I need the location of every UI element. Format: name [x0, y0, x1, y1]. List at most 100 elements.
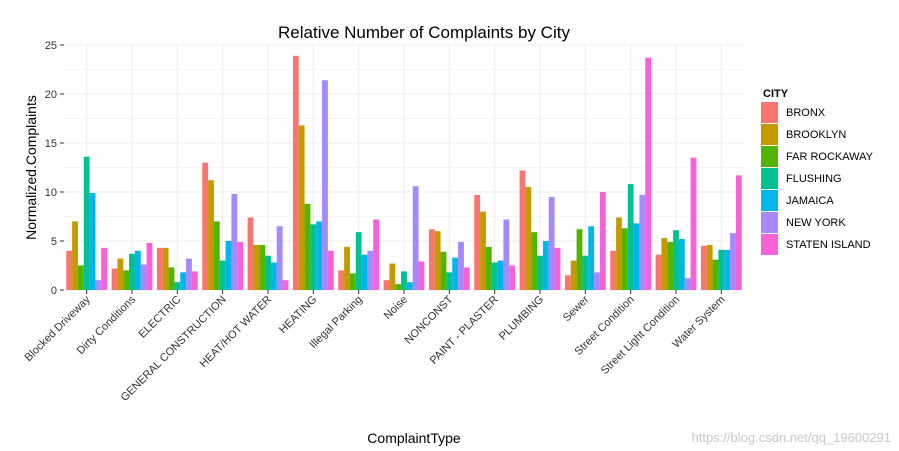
legend-label: JAMAICA [786, 195, 834, 207]
bar-staten-island [327, 250, 334, 290]
bar-brooklyn [434, 231, 441, 290]
bar-flushing [491, 262, 498, 290]
bar-far-rockaway [485, 246, 492, 290]
bar-jamaica [180, 272, 187, 290]
bar-bronx [700, 245, 707, 290]
y-tick-label: 10 [45, 187, 57, 199]
bar-flushing [446, 272, 453, 290]
legend-key [761, 102, 778, 123]
legend-label: FAR ROCKAWAY [786, 151, 874, 163]
bar-jamaica [134, 250, 141, 290]
chart-title: Relative Number of Complaints by City [278, 23, 570, 42]
bar-bronx [474, 194, 481, 290]
y-tick-label: 0 [51, 285, 57, 297]
bar-new-york [231, 193, 238, 290]
legend-key [761, 212, 778, 233]
bar-staten-island [690, 157, 697, 290]
y-axis-title: Normalized.Complaints [23, 95, 39, 240]
bar-new-york [367, 250, 374, 290]
bar-jamaica [89, 192, 96, 290]
bar-flushing [582, 255, 589, 290]
bar-new-york [276, 226, 283, 290]
bar-staten-island [146, 242, 153, 290]
x-tick-label: Street Light Condition [599, 294, 682, 377]
bar-brooklyn [298, 125, 305, 290]
bar-staten-island [599, 192, 606, 290]
bar-bronx [247, 217, 254, 290]
bar-far-rockaway [440, 251, 447, 290]
bar-brooklyn [661, 238, 668, 290]
x-tick-label: Noise [382, 294, 410, 322]
bar-flushing [265, 255, 271, 290]
bar-far-rockaway [712, 259, 719, 290]
bar-staten-island [418, 261, 425, 290]
bar-flushing [219, 260, 226, 290]
bar-brooklyn [344, 246, 350, 290]
bar-new-york [140, 264, 147, 290]
bar-staten-island [554, 247, 561, 290]
bar-flushing [83, 156, 90, 290]
bar-jamaica [316, 221, 323, 290]
bar-new-york [594, 272, 600, 290]
legend-label: NEW YORK [786, 217, 846, 229]
bar-bronx [338, 270, 345, 290]
bar-staten-island [282, 280, 289, 290]
legend-title: CITY [763, 88, 789, 100]
bar-bronx [564, 275, 571, 290]
bar-new-york [186, 258, 192, 290]
bar-flushing [355, 232, 362, 290]
legend-label: BRONX [786, 107, 826, 119]
x-tick-label: Sewer [561, 293, 592, 324]
x-tick-label: HEATING [277, 294, 319, 336]
y-tick-label: 25 [45, 40, 57, 52]
bar-staten-island [101, 247, 108, 290]
bar-bronx [66, 250, 73, 290]
bar-staten-island [373, 219, 380, 290]
bar-jamaica [542, 241, 549, 290]
bar-brooklyn [389, 263, 396, 290]
bar-jamaica [724, 249, 731, 290]
legend-label: BROOKLYN [786, 129, 846, 141]
bar-staten-island [463, 267, 470, 290]
bar-brooklyn [616, 217, 622, 290]
bar-jamaica [633, 223, 640, 290]
bar-staten-island [645, 57, 652, 290]
bar-far-rockaway [667, 241, 674, 290]
bar-new-york [639, 194, 646, 290]
legend-label: STATEN ISLAND [786, 239, 871, 251]
bar-bronx [519, 170, 526, 290]
bar-jamaica [497, 260, 504, 290]
watermark-text: https://blog.csdn.net/qq_19600291 [691, 430, 892, 445]
bar-new-york [730, 233, 736, 290]
bar-far-rockaway [213, 221, 220, 290]
bar-bronx [292, 55, 299, 290]
bar-flushing [310, 224, 317, 290]
bar-bronx [383, 280, 390, 290]
bar-far-rockaway [123, 270, 130, 290]
legend-key [761, 190, 778, 211]
bar-far-rockaway [304, 203, 311, 290]
bar-far-rockaway [395, 284, 402, 290]
bar-bronx [111, 268, 118, 290]
legend-key [761, 168, 778, 189]
legend-key [761, 234, 778, 255]
bar-new-york [503, 219, 510, 290]
legend-key [761, 146, 778, 167]
bar-jamaica [452, 257, 459, 290]
bar-flushing [673, 230, 679, 290]
bar-flushing [129, 253, 135, 290]
bar-flushing [718, 249, 725, 290]
legend-key [761, 124, 778, 145]
bar-new-york [95, 280, 102, 290]
bar-flushing [401, 271, 407, 290]
bar-far-rockaway [621, 228, 628, 290]
bar-far-rockaway [531, 232, 538, 290]
bar-brooklyn [525, 187, 532, 290]
bar-jamaica [588, 226, 595, 290]
bar-brooklyn [208, 180, 214, 290]
bar-bronx [202, 162, 209, 290]
bar-jamaica [225, 241, 232, 290]
bar-new-york [548, 196, 555, 290]
bar-new-york [684, 278, 691, 290]
